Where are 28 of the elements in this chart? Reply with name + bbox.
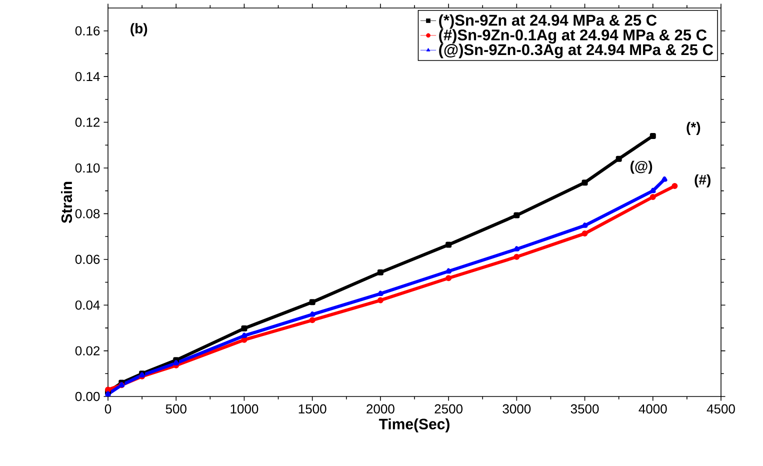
y-tick-label: 0.08 [75, 209, 100, 218]
x-tick-label: 2500 [434, 404, 463, 414]
y-tick-label: 0.10 [75, 163, 100, 173]
y-tick-label: 0.16 [75, 26, 100, 36]
y-tick-label: 0.02 [75, 346, 100, 356]
x-tick-label: 2000 [366, 404, 394, 414]
annotation: (*) [686, 122, 700, 135]
x-tick-label: 1000 [230, 404, 258, 414]
y-tick-label: 0.04 [75, 300, 100, 310]
x-tick-label: 0 [104, 404, 112, 414]
x-tick-label: 1500 [298, 404, 326, 414]
y-axis-title: Strain [61, 182, 72, 224]
y-tick-label: 0.12 [75, 118, 100, 127]
annotation: (b) [130, 23, 148, 36]
x-tick-label: 4500 [706, 404, 735, 414]
x-axis-title: Time(Sec) [378, 418, 450, 432]
x-tick-label: 3000 [502, 404, 531, 414]
y-tick-label: 0.14 [75, 72, 100, 82]
x-tick-label: 500 [166, 404, 186, 414]
annotation: (#) [694, 174, 710, 188]
legend-label: (#)Sn-9Zn-0.1Ag at 24.94 MPa & 25 C [439, 29, 707, 44]
y-tick-label: 0.00 [75, 392, 100, 402]
x-tick-label: 4000 [638, 404, 667, 414]
x-tick-label: 3500 [570, 404, 599, 414]
y-tick-label: 0.06 [75, 254, 100, 264]
legend-label: (@)Sn-9Zn-0.3Ag at 24.94 MPa & 25 C [439, 44, 714, 58]
legend-label: (*)Sn-9Zn at 24.94 MPa & 25 C [439, 14, 657, 29]
annotation: (@) [630, 160, 652, 174]
